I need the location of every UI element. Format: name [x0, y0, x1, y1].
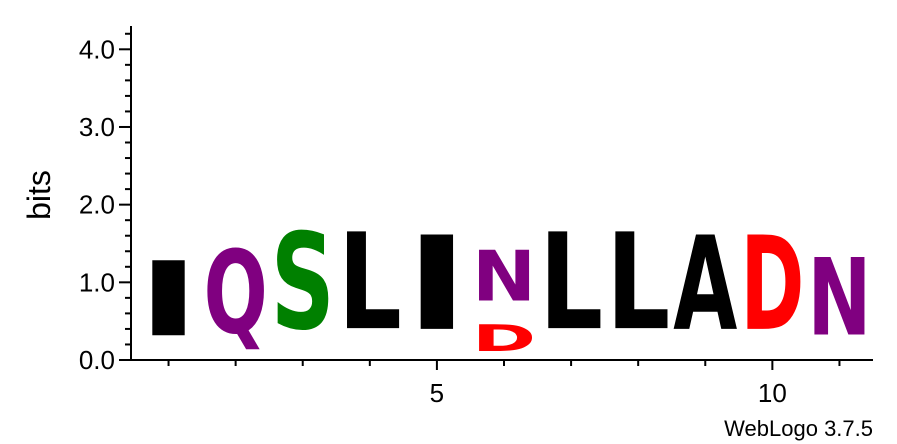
y-tick-label: 4.0 [79, 34, 115, 64]
y-tick-label: 0.0 [79, 345, 115, 375]
x-axis: 5 10 [131, 359, 873, 408]
logo-letter-n-pos11: N [807, 236, 871, 360]
logo-letter-d-pos6: D [472, 318, 536, 360]
logo-letter-l-pos7: L [539, 205, 603, 359]
logo-letter-d-pos10: D [740, 210, 804, 361]
logo-letter-a-pos9: A [673, 209, 737, 360]
y-tick-label: 1.0 [79, 267, 115, 297]
y-tick-label: 3.0 [79, 112, 115, 142]
logo-letter-s-pos3: S [271, 205, 335, 360]
x-tick-label: 5 [430, 378, 444, 408]
logo-glyphs: I Q S L I DN L L A D N [137, 205, 872, 361]
y-axis-title: bits [21, 170, 57, 220]
y-tick-label: 2.0 [79, 190, 115, 220]
logo-letter-n-pos6: N [472, 237, 536, 318]
logo-letter-l-pos4: L [338, 205, 402, 359]
logo-letter-i-pos5: I [405, 209, 469, 359]
logo-letter-q-pos2: Q [204, 226, 268, 359]
y-axis: 0.0 1.0 2.0 3.0 4.0 [79, 26, 132, 375]
logo-letter-l-pos8: L [606, 205, 670, 359]
weblogo-credit: WebLogo 3.7.5 [724, 416, 873, 441]
logo-letter-i-pos1: I [137, 240, 201, 360]
x-tick-label: 10 [758, 378, 787, 408]
